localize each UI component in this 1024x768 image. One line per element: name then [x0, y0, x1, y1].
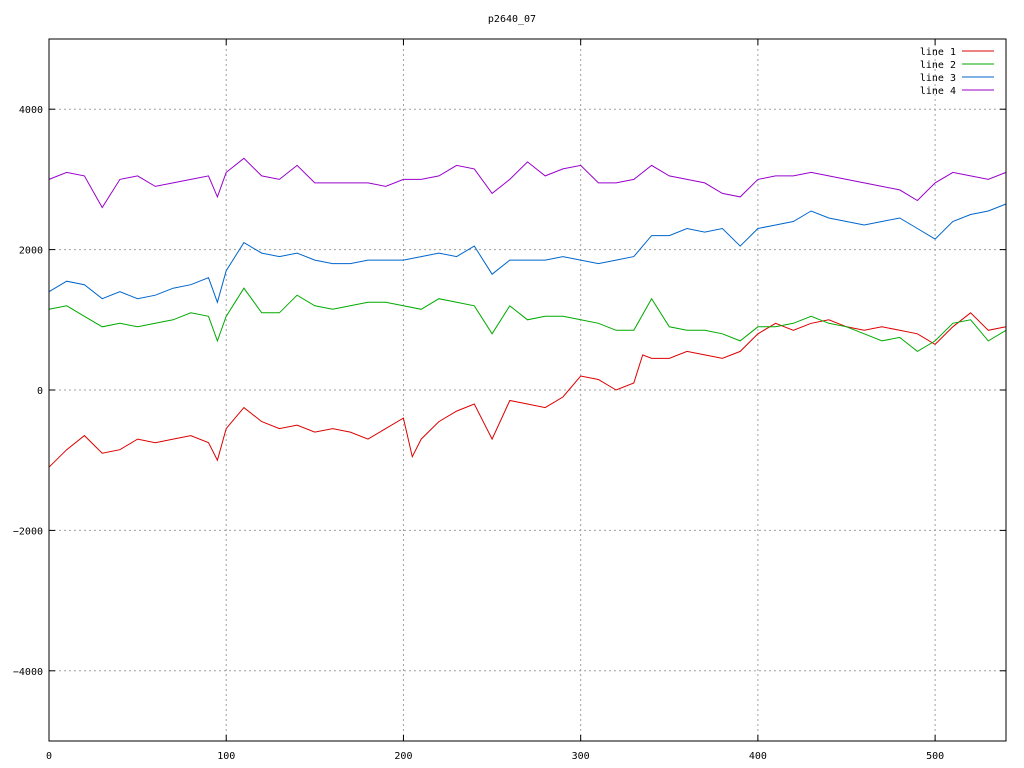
grid-lines [49, 39, 1006, 741]
series-group [48, 157, 1007, 468]
x-tick-label: 100 [217, 751, 235, 762]
plot-frame [48, 38, 1007, 742]
series-line-4 [48, 157, 1007, 209]
y-tick-label: −4000 [13, 667, 43, 678]
x-tick-label: 300 [572, 751, 590, 762]
y-tick-label: 0 [37, 386, 43, 397]
x-tick-label: 200 [394, 751, 412, 762]
x-tick-label: 500 [926, 751, 944, 762]
series-line-2 [48, 287, 1007, 353]
axis-ticks: 0 100 200 300 400 500 −4000 −2000 0 2000 4000 [13, 39, 1006, 762]
y-tick-label: −2000 [13, 526, 43, 537]
series-line-1 [48, 312, 1007, 468]
legend-label-2: line 2 [920, 60, 956, 71]
legend: line 1 line 2 line 3 line 4 [920, 47, 994, 97]
x-tick-label: 400 [749, 751, 767, 762]
series-line-3 [48, 203, 1007, 304]
y-tick-label: 2000 [19, 246, 43, 257]
legend-label-1: line 1 [920, 47, 956, 58]
x-tick-label: 0 [46, 751, 52, 762]
legend-label-4: line 4 [920, 86, 956, 97]
legend-label-3: line 3 [920, 73, 956, 84]
y-tick-label: 4000 [19, 105, 43, 116]
chart-title: p2640_07 [488, 14, 536, 25]
